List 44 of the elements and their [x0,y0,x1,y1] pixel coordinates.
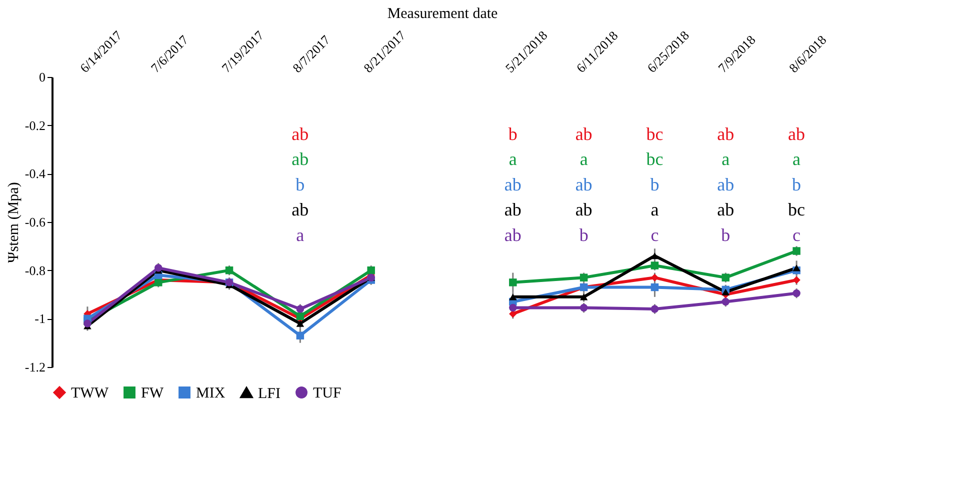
annotation: ab [575,124,592,144]
annotation: a [296,224,304,245]
annotation: bc [646,149,664,170]
annotation: ab [575,174,592,194]
annotation: ab [504,200,522,220]
legend-label: MIX [196,386,226,402]
annotation: b [792,174,802,194]
x-axis-title: Measurement date [387,6,498,22]
y-tick-label: -0.4 [24,166,46,182]
annotation: a [580,149,588,170]
annotation: a [650,200,659,220]
annotation: b [579,224,588,245]
annotation: c [650,224,659,245]
annotation: bc [646,124,664,144]
annotation: ab [717,200,734,220]
annotation: a [792,149,801,170]
annotation: ab [575,200,592,220]
legend-label: LFI [258,386,281,402]
annotation: ab [717,124,734,144]
annotation: b [296,174,305,194]
y-axis-title: Ψstem (Mpa) [6,182,22,263]
annotation: ab [504,224,522,245]
legend-label: FW [141,386,164,402]
annotation: ab [717,174,734,194]
annotation: a [508,149,517,170]
y-tick-label: -1 [34,311,46,326]
annotation: b [650,174,660,194]
annotation: c [792,224,801,245]
annotation: ab [292,124,309,144]
legend-label: TWW [71,386,110,402]
y-tick-label: 0 [39,70,46,84]
annotation: b [721,224,730,245]
annotation: a [722,149,730,170]
annotation: ab [788,124,806,144]
legend-label: TUF [313,386,342,402]
annotation: ab [504,174,522,194]
y-tick-label: -0.2 [24,118,46,133]
y-tick-label: -1.2 [24,360,46,374]
y-tick-label: -0.8 [24,262,46,278]
annotation: ab [292,149,309,170]
y-tick-label: -0.6 [24,214,46,230]
annotation: b [508,124,518,144]
annotation: bc [788,200,806,220]
annotation: ab [292,200,309,220]
